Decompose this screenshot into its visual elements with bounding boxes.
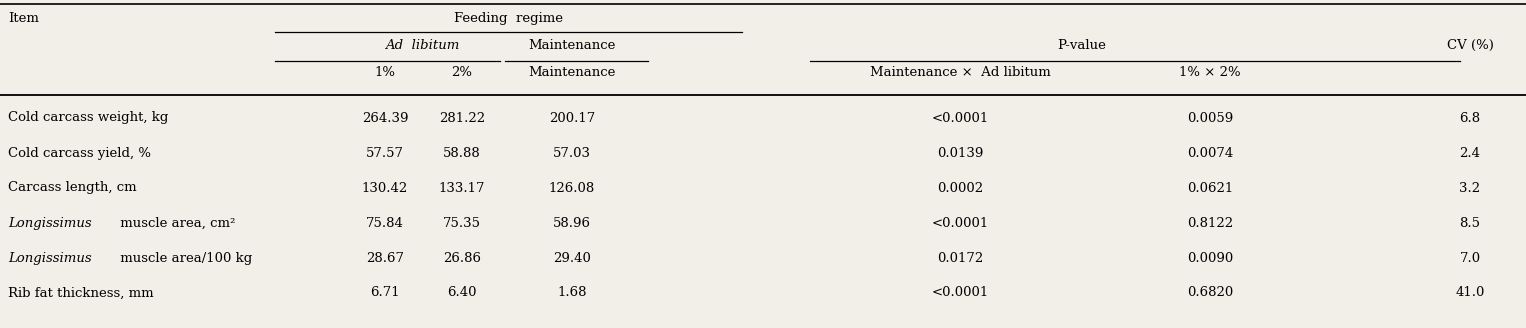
Text: 29.40: 29.40	[552, 252, 591, 264]
Text: Carcass length, cm: Carcass length, cm	[8, 181, 137, 195]
Text: 1% × 2%: 1% × 2%	[1180, 66, 1241, 78]
Text: muscle area, cm²: muscle area, cm²	[116, 216, 235, 230]
Text: 0.0621: 0.0621	[1187, 181, 1233, 195]
Text: 41.0: 41.0	[1456, 286, 1485, 299]
Text: Cold carcass yield, %: Cold carcass yield, %	[8, 147, 151, 159]
Text: 126.08: 126.08	[549, 181, 595, 195]
Text: 3.2: 3.2	[1459, 181, 1480, 195]
Text: 0.0172: 0.0172	[937, 252, 983, 264]
Text: 133.17: 133.17	[439, 181, 485, 195]
Text: 57.57: 57.57	[366, 147, 404, 159]
Text: 1.68: 1.68	[557, 286, 588, 299]
Text: 58.88: 58.88	[443, 147, 481, 159]
Text: 1%: 1%	[374, 66, 395, 78]
Text: 7.0: 7.0	[1459, 252, 1480, 264]
Text: 58.96: 58.96	[552, 216, 591, 230]
Text: Rib fat thickness, mm: Rib fat thickness, mm	[8, 286, 154, 299]
Text: CV (%): CV (%)	[1447, 38, 1494, 51]
Text: 57.03: 57.03	[552, 147, 591, 159]
Text: 26.86: 26.86	[443, 252, 481, 264]
Text: 6.40: 6.40	[447, 286, 476, 299]
Text: 75.35: 75.35	[443, 216, 481, 230]
Text: 0.6820: 0.6820	[1187, 286, 1233, 299]
Text: Maintenance ×  Ad libitum: Maintenance × Ad libitum	[870, 66, 1050, 78]
Text: Maintenance: Maintenance	[528, 66, 615, 78]
Text: Longissimus: Longissimus	[8, 216, 92, 230]
Text: Maintenance: Maintenance	[528, 38, 615, 51]
Text: 6.8: 6.8	[1459, 112, 1480, 125]
Text: 2%: 2%	[452, 66, 473, 78]
Text: 264.39: 264.39	[362, 112, 409, 125]
Text: 6.71: 6.71	[371, 286, 400, 299]
Text: 8.5: 8.5	[1459, 216, 1480, 230]
Text: <0.0001: <0.0001	[931, 112, 989, 125]
Text: 0.0002: 0.0002	[937, 181, 983, 195]
Text: 0.0139: 0.0139	[937, 147, 983, 159]
Text: 0.0074: 0.0074	[1187, 147, 1233, 159]
Text: 2.4: 2.4	[1459, 147, 1480, 159]
Text: Feeding  regime: Feeding regime	[453, 11, 563, 25]
Text: P-value: P-value	[1058, 38, 1106, 51]
Text: 75.84: 75.84	[366, 216, 404, 230]
Text: muscle area/100 kg: muscle area/100 kg	[116, 252, 252, 264]
Text: 0.8122: 0.8122	[1187, 216, 1233, 230]
Text: <0.0001: <0.0001	[931, 216, 989, 230]
Text: 0.0059: 0.0059	[1187, 112, 1233, 125]
Text: Ad  libitum: Ad libitum	[385, 38, 459, 51]
Text: 130.42: 130.42	[362, 181, 407, 195]
Text: Cold carcass weight, kg: Cold carcass weight, kg	[8, 112, 168, 125]
Text: <0.0001: <0.0001	[931, 286, 989, 299]
Text: 200.17: 200.17	[549, 112, 595, 125]
Text: 281.22: 281.22	[439, 112, 485, 125]
Text: Longissimus: Longissimus	[8, 252, 92, 264]
Text: 0.0090: 0.0090	[1187, 252, 1233, 264]
Text: 28.67: 28.67	[366, 252, 404, 264]
Text: Item: Item	[8, 11, 38, 25]
